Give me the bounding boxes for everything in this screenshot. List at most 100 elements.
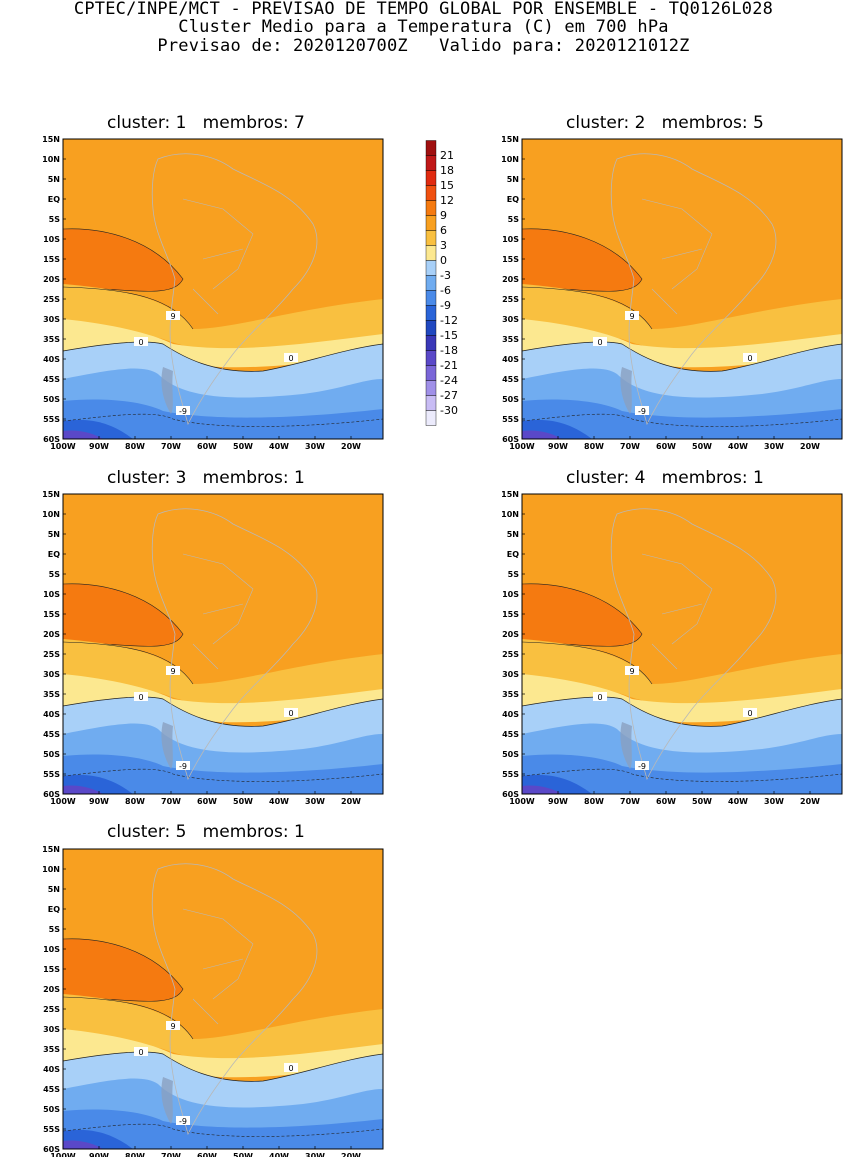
lat-tick-label: 55S (502, 770, 519, 779)
lon-tick-label: 30W (764, 797, 784, 806)
lat-tick-label: 15S (43, 610, 60, 619)
legend-level-label: 9 (440, 208, 447, 222)
lat-tick-label: 5N (48, 530, 60, 539)
lon-tick-label: 100W (50, 1152, 76, 1157)
lon-tick-label: 40W (728, 442, 748, 451)
lat-tick-label: 45S (43, 375, 60, 384)
contour-label: -9 (638, 407, 646, 416)
lon-tick-label: 40W (728, 797, 748, 806)
contour-label: 0 (138, 338, 143, 347)
legend-swatch (425, 275, 437, 291)
lon-tick-label: 50W (233, 797, 253, 806)
lon-tick-label: 80W (584, 797, 604, 806)
legend-level-label: 6 (440, 223, 447, 237)
lat-tick-label: EQ (507, 550, 519, 559)
panel-2-title: cluster: 2 membros: 5 (566, 113, 764, 133)
contour-label: 9 (629, 667, 634, 676)
lat-tick-label: 60S (502, 790, 519, 799)
legend-swatch (425, 410, 437, 426)
lat-tick-label: 40S (43, 355, 60, 364)
lon-tick-label: 40W (269, 1152, 289, 1157)
contour-label-bg (284, 708, 298, 717)
legend-level-label: -27 (440, 388, 458, 402)
lat-tick-label: 40S (43, 710, 60, 719)
lat-tick-label: 5N (507, 530, 519, 539)
lon-tick-label: 20W (341, 1152, 361, 1157)
lat-tick-label: 10N (42, 865, 60, 874)
contour-label-bg (593, 337, 607, 346)
lat-tick-label: EQ (48, 905, 60, 914)
legend-level-label: 21 (440, 148, 454, 162)
legend-swatch (425, 170, 437, 186)
contour-label-bg (635, 406, 649, 415)
lat-tick-label: 15N (42, 845, 60, 854)
contour-label: 0 (747, 354, 752, 363)
lat-tick-label: 50S (502, 750, 519, 759)
lon-tick-label: 60W (656, 797, 676, 806)
contour-label: 9 (170, 312, 175, 321)
lat-tick-label: 25S (43, 1005, 60, 1014)
lat-tick-label: 45S (502, 730, 519, 739)
lon-tick-label: 30W (764, 442, 784, 451)
lon-tick-label: 20W (341, 442, 361, 451)
lon-tick-label: 20W (800, 797, 820, 806)
lat-tick-label: 30S (43, 1025, 60, 1034)
legend-level-label: -18 (440, 343, 458, 357)
lat-tick-label: 35S (502, 690, 519, 699)
legend-swatch (425, 395, 437, 411)
contour-label: 0 (288, 709, 293, 718)
contour-label-bg (625, 311, 639, 320)
lat-tick-label: 50S (43, 1105, 60, 1114)
legend-swatch (425, 350, 437, 366)
lat-tick-label: 40S (502, 710, 519, 719)
legend-swatch (425, 245, 437, 261)
lat-tick-label: 55S (43, 415, 60, 424)
legend-level-label: -30 (440, 403, 458, 417)
contour-label-bg (284, 1063, 298, 1072)
lon-tick-label: 50W (692, 442, 712, 451)
lat-tick-label: 10N (501, 510, 519, 519)
legend-swatch (425, 230, 437, 246)
lat-tick-label: 35S (43, 690, 60, 699)
contour-label-bg (625, 666, 639, 675)
lon-tick-label: 90W (548, 797, 568, 806)
lat-tick-label: 10N (42, 510, 60, 519)
lat-tick-label: 50S (43, 750, 60, 759)
panel-3-title: cluster: 3 membros: 1 (107, 468, 305, 488)
lon-tick-label: 90W (89, 797, 109, 806)
panel-1-title: cluster: 1 membros: 7 (107, 113, 305, 133)
lat-tick-label: 35S (502, 335, 519, 344)
lat-tick-label: 5N (48, 885, 60, 894)
contour-label: 0 (288, 1064, 293, 1073)
color-legend (425, 140, 437, 426)
contour-label: -9 (179, 1117, 187, 1126)
lon-tick-label: 80W (584, 442, 604, 451)
legend-swatch (425, 260, 437, 276)
lat-tick-label: 45S (43, 1085, 60, 1094)
lon-tick-label: 60W (197, 1152, 217, 1157)
lat-tick-label: 10S (502, 590, 519, 599)
legend-level-label: 12 (440, 193, 454, 207)
lat-tick-label: 15S (502, 610, 519, 619)
lat-tick-label: 45S (502, 375, 519, 384)
lat-tick-label: 10N (42, 155, 60, 164)
lat-tick-label: EQ (48, 550, 60, 559)
lat-tick-label: 20S (43, 275, 60, 284)
lon-tick-label: 100W (509, 797, 535, 806)
lat-tick-label: 15S (502, 255, 519, 264)
lat-tick-label: 60S (43, 1145, 60, 1154)
lat-tick-label: 5N (48, 175, 60, 184)
lon-tick-label: 60W (197, 797, 217, 806)
contour-label: -9 (179, 762, 187, 771)
legend-level-label: -12 (440, 313, 458, 327)
legend-level-label: -24 (440, 373, 458, 387)
legend-level-label: 0 (440, 253, 447, 267)
lat-tick-label: 55S (43, 770, 60, 779)
lat-tick-label: 5S (508, 570, 520, 579)
lon-tick-label: 70W (161, 797, 181, 806)
map-panel-2: 15N 10N 5N EQ 5S 10S 15S 20S 25S 30S 35S 40S 45S 50S 5… (501, 135, 843, 451)
contour-label-bg (176, 1116, 190, 1125)
lon-tick-label: 90W (89, 1152, 109, 1157)
contour-label: 9 (170, 667, 175, 676)
legend-swatch (425, 320, 437, 336)
